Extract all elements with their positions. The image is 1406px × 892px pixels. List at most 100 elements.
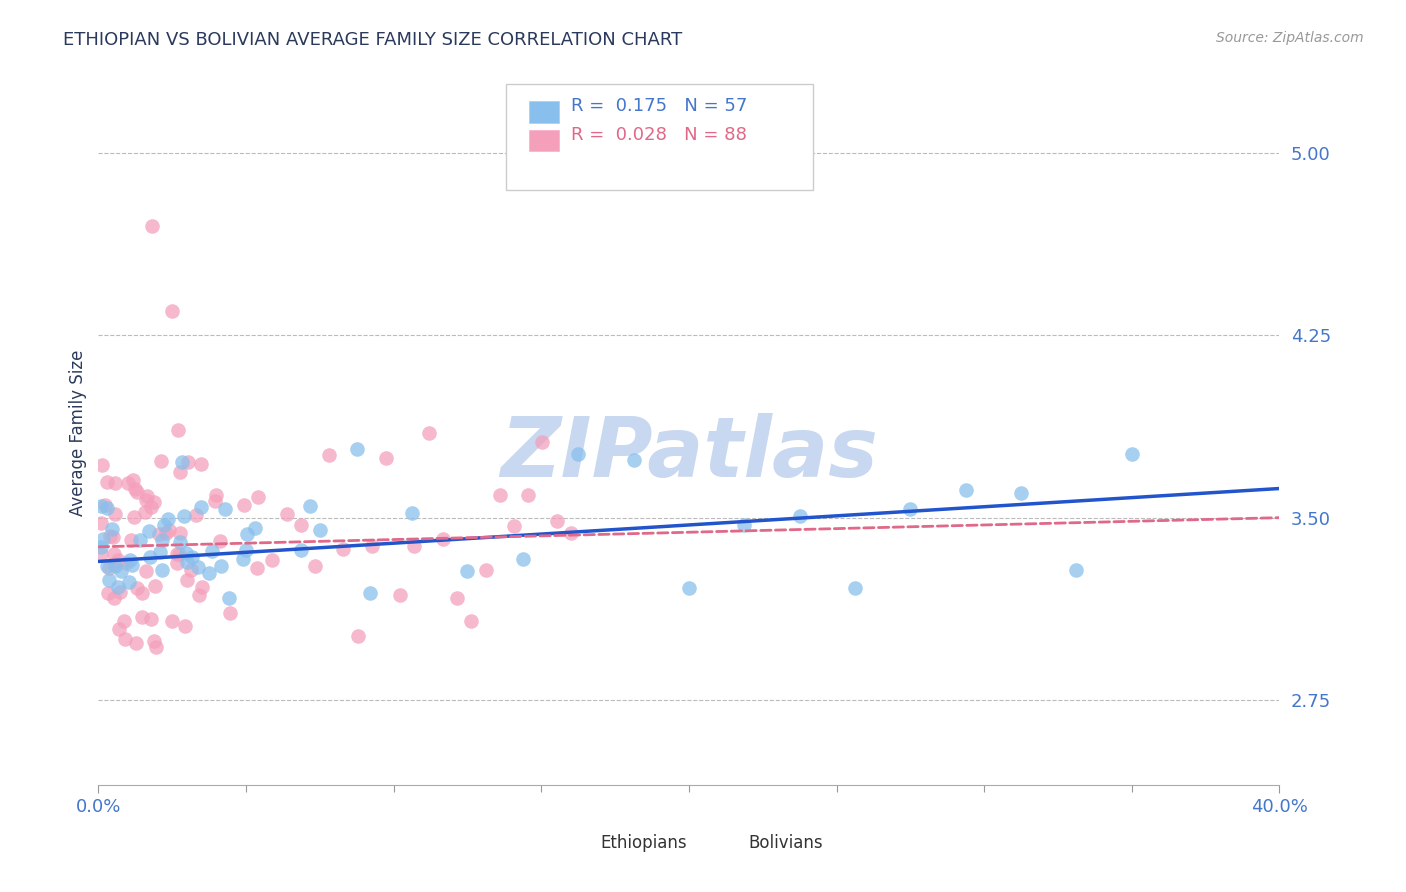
Point <box>134 505 156 519</box>
Point <box>457 564 479 578</box>
FancyBboxPatch shape <box>560 836 595 854</box>
Point <box>135 492 157 507</box>
Point <box>172 455 194 469</box>
Point <box>174 618 197 632</box>
Point <box>117 476 139 491</box>
Point <box>131 586 153 600</box>
Point <box>209 559 232 574</box>
Text: R =  0.028   N = 88: R = 0.028 N = 88 <box>571 126 747 144</box>
Point <box>474 563 496 577</box>
Point <box>104 507 127 521</box>
Text: ZIPatlas: ZIPatlas <box>501 413 877 494</box>
Text: Ethiopians: Ethiopians <box>600 834 688 853</box>
Point <box>121 558 143 572</box>
Point <box>678 581 700 595</box>
Point <box>104 476 127 491</box>
Point <box>488 488 510 502</box>
Point <box>138 524 160 538</box>
Point <box>177 455 200 469</box>
Point <box>290 543 312 558</box>
Point <box>107 552 129 566</box>
Point <box>173 508 195 523</box>
Point <box>97 560 120 574</box>
Point <box>166 423 188 437</box>
Point <box>218 606 240 620</box>
Point <box>101 522 124 536</box>
Point <box>180 550 202 565</box>
Point <box>1066 564 1088 578</box>
Point <box>418 425 440 440</box>
Point <box>124 482 146 496</box>
Point <box>789 509 811 524</box>
Point <box>191 580 214 594</box>
Point <box>145 579 167 593</box>
Point <box>131 610 153 624</box>
Point <box>128 533 150 548</box>
Point <box>145 640 167 654</box>
Point <box>162 614 184 628</box>
Point <box>166 556 188 570</box>
Point <box>96 500 118 515</box>
Point <box>90 516 112 530</box>
Point <box>112 614 135 628</box>
Point <box>152 517 174 532</box>
Point <box>236 527 259 541</box>
Point <box>96 558 118 573</box>
Point <box>276 508 298 522</box>
Point <box>346 629 368 643</box>
Point <box>143 494 166 508</box>
Point <box>359 586 381 600</box>
Point <box>118 574 141 589</box>
Point <box>190 457 212 471</box>
Point <box>125 484 148 499</box>
Point <box>1010 486 1032 500</box>
Point <box>166 547 188 561</box>
Point <box>94 498 117 512</box>
Point <box>122 474 145 488</box>
Point <box>460 614 482 628</box>
Point <box>135 565 157 579</box>
Point <box>150 533 173 547</box>
Point <box>169 525 191 540</box>
Point <box>148 527 170 541</box>
Point <box>567 447 589 461</box>
Point <box>318 448 340 462</box>
Point <box>560 526 582 541</box>
Point <box>103 591 125 606</box>
Point <box>98 529 121 543</box>
Point <box>176 573 198 587</box>
Point <box>124 510 146 524</box>
Point <box>375 451 398 466</box>
Point <box>114 632 136 646</box>
Point <box>623 452 645 467</box>
Point <box>141 500 163 515</box>
Point <box>201 543 224 558</box>
Point <box>127 581 149 595</box>
Point <box>125 636 148 650</box>
Point <box>900 502 922 516</box>
Point <box>1121 447 1143 461</box>
Point <box>115 556 138 570</box>
Point <box>432 533 454 547</box>
Point <box>97 585 120 599</box>
Point <box>150 563 173 577</box>
Point <box>188 588 211 602</box>
Point <box>208 534 231 549</box>
Point <box>101 530 124 544</box>
FancyBboxPatch shape <box>707 836 742 854</box>
FancyBboxPatch shape <box>506 84 813 189</box>
Text: Source: ZipAtlas.com: Source: ZipAtlas.com <box>1216 31 1364 45</box>
Point <box>104 557 127 571</box>
Point <box>262 553 284 567</box>
Point <box>503 519 526 533</box>
Point <box>733 518 755 533</box>
Point <box>446 591 468 606</box>
Point <box>162 304 183 318</box>
Point <box>401 507 423 521</box>
Point <box>404 539 426 553</box>
Point <box>107 622 129 636</box>
Point <box>120 553 142 567</box>
Point <box>90 500 112 514</box>
Point <box>218 591 240 606</box>
Point <box>346 442 368 457</box>
